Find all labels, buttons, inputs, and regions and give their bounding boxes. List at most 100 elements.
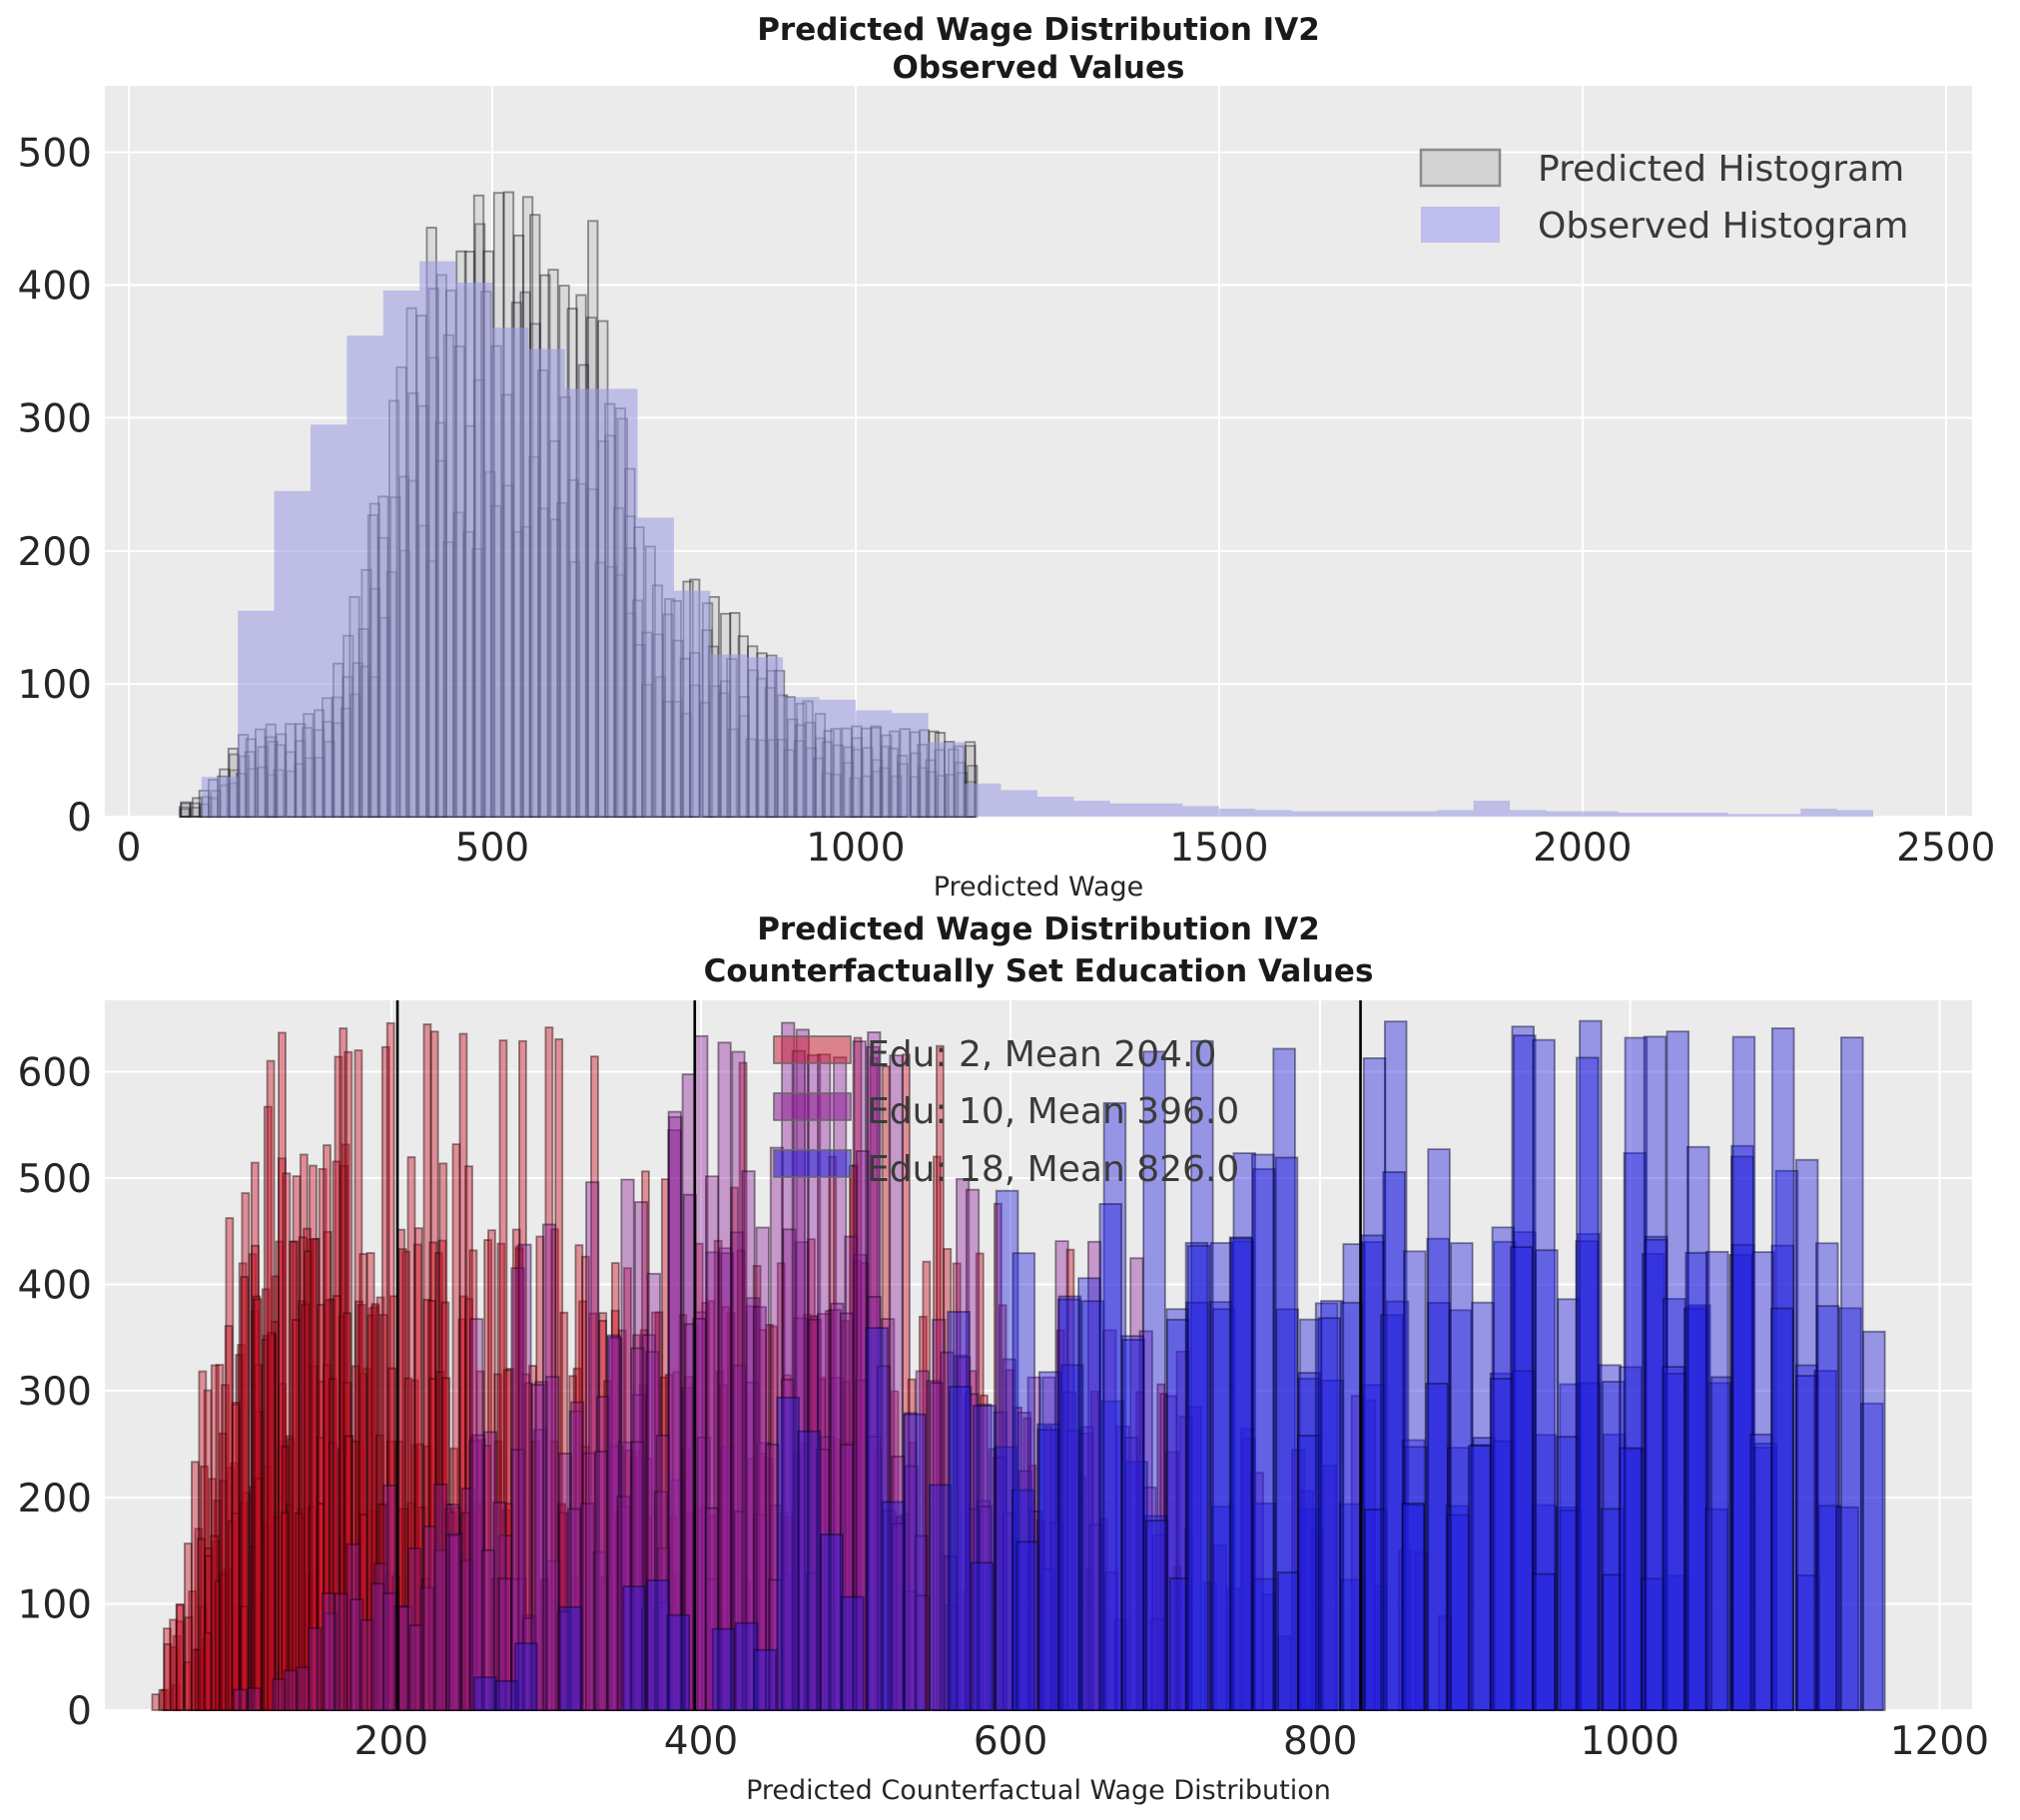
histogram-bar	[820, 1533, 844, 1711]
histogram-bar	[830, 1302, 845, 1711]
histogram-bar	[505, 1368, 515, 1711]
histogram-bar	[237, 1344, 247, 1711]
histogram-bar	[936, 1044, 945, 1711]
histogram-bar	[460, 1488, 476, 1711]
top-chart-xlabel: Predicted Wage	[934, 872, 1144, 903]
histogram-bar	[373, 1562, 388, 1711]
histogram-bar	[1314, 1302, 1339, 1711]
histogram-bar	[277, 1157, 287, 1711]
histogram-bar	[609, 1445, 624, 1711]
histogram-bar	[1513, 1231, 1537, 1711]
histogram-bar	[457, 1318, 467, 1711]
histogram-bar	[1143, 1515, 1168, 1711]
histogram-bar	[1225, 1587, 1241, 1711]
histogram-bar	[706, 1300, 715, 1711]
histogram-bar	[409, 1379, 419, 1711]
x-tick-label: 2500	[1896, 826, 1995, 871]
legend-label-edu-2: Edu: 2, Mean 204.0	[867, 1034, 1216, 1075]
histogram-bar	[549, 1440, 559, 1711]
histogram-bar	[510, 1577, 525, 1711]
histogram-bar	[199, 1605, 208, 1711]
histogram-bar	[1159, 1393, 1169, 1711]
histogram-bar	[316, 1437, 326, 1711]
histogram-bar	[1731, 1035, 1756, 1711]
histogram-bar	[1187, 1406, 1202, 1711]
histogram-bar	[235, 1354, 245, 1711]
histogram-bar	[288, 1240, 298, 1711]
histogram-bar	[796, 1442, 806, 1711]
histogram-bar	[1310, 1528, 1325, 1711]
histogram-bar	[1165, 1308, 1189, 1711]
histogram-bar	[449, 1447, 459, 1711]
histogram-bar	[1753, 1446, 1777, 1711]
histogram-bar	[398, 1605, 413, 1711]
histogram-bar	[1057, 1295, 1082, 1711]
histogram-bar	[1471, 1301, 1495, 1711]
histogram-bar	[1135, 1391, 1144, 1711]
histogram-bar	[1602, 1573, 1626, 1711]
histogram-bar	[839, 1444, 855, 1711]
gridlines	[105, 1000, 1972, 1711]
histogram-bar	[343, 1050, 353, 1711]
histogram-bar	[318, 1380, 328, 1711]
histogram-bar	[180, 801, 192, 818]
histogram-bar	[323, 1364, 332, 1711]
histogram-bar	[327, 1298, 337, 1711]
histogram-bar	[742, 1579, 751, 1711]
histogram-bar	[708, 1514, 718, 1711]
histogram-bar	[595, 1396, 611, 1711]
histogram-bar	[231, 1513, 241, 1711]
histogram-bar	[1113, 1618, 1128, 1711]
histogram-bar	[194, 1527, 204, 1711]
histogram-bar	[458, 1295, 468, 1711]
histogram-bar	[745, 1305, 760, 1711]
histogram-bar	[718, 1384, 728, 1711]
histogram-bar	[544, 1026, 554, 1711]
histogram-bar	[240, 1276, 250, 1711]
histogram-bar	[219, 1480, 229, 1711]
histogram-bar	[630, 1347, 645, 1711]
histogram-bar	[968, 1370, 978, 1711]
histogram-bar	[965, 1188, 981, 1711]
histogram-bar	[387, 1367, 396, 1711]
histogram-bar	[250, 1161, 260, 1711]
histogram-bar	[183, 1660, 193, 1711]
histogram-bar	[765, 1443, 780, 1711]
histogram-bar	[817, 1378, 827, 1711]
histogram-bar	[988, 1448, 998, 1711]
histogram-bar	[755, 1226, 770, 1711]
histogram-bar	[1489, 1372, 1514, 1711]
histogram-bar	[332, 1160, 341, 1711]
histogram-bar	[1178, 1415, 1193, 1711]
histogram-bar	[490, 1577, 500, 1711]
histogram-bar	[204, 1554, 214, 1711]
histogram-bar	[252, 1295, 262, 1711]
histogram-bar	[717, 1041, 732, 1711]
histogram-bar	[1156, 1383, 1166, 1711]
histogram-bar	[233, 1688, 248, 1711]
x-tick-label: 400	[664, 1719, 738, 1764]
histogram-bar	[842, 1381, 851, 1711]
histogram-bar	[517, 1243, 532, 1711]
histogram-bar	[1142, 1486, 1157, 1711]
histogram-bar	[1291, 1449, 1306, 1711]
histogram-bar	[1643, 1035, 1668, 1711]
bottom-chart-xlabel: Predicted Counterfactual Wage Distributi…	[746, 1775, 1331, 1806]
histogram-bar	[678, 1314, 688, 1711]
histogram-bar	[550, 1228, 559, 1711]
histogram-bar	[248, 1253, 258, 1711]
histogram-bar	[1249, 1472, 1264, 1711]
x-tick-label: 1000	[1581, 1719, 1680, 1764]
histogram-bar	[944, 1603, 960, 1711]
histogram-bar	[876, 1365, 892, 1711]
histogram-bar	[469, 1437, 479, 1711]
histogram-bar	[1297, 1372, 1322, 1711]
histogram-bar	[1239, 1428, 1255, 1711]
histogram-bar	[412, 1243, 422, 1711]
histogram-bar	[1041, 1376, 1056, 1711]
histogram-bar	[881, 1318, 896, 1711]
histogram-bar	[415, 1443, 424, 1711]
histogram-bar	[160, 1688, 170, 1711]
histogram-bar	[285, 1435, 295, 1711]
histogram-bar	[218, 1432, 228, 1711]
